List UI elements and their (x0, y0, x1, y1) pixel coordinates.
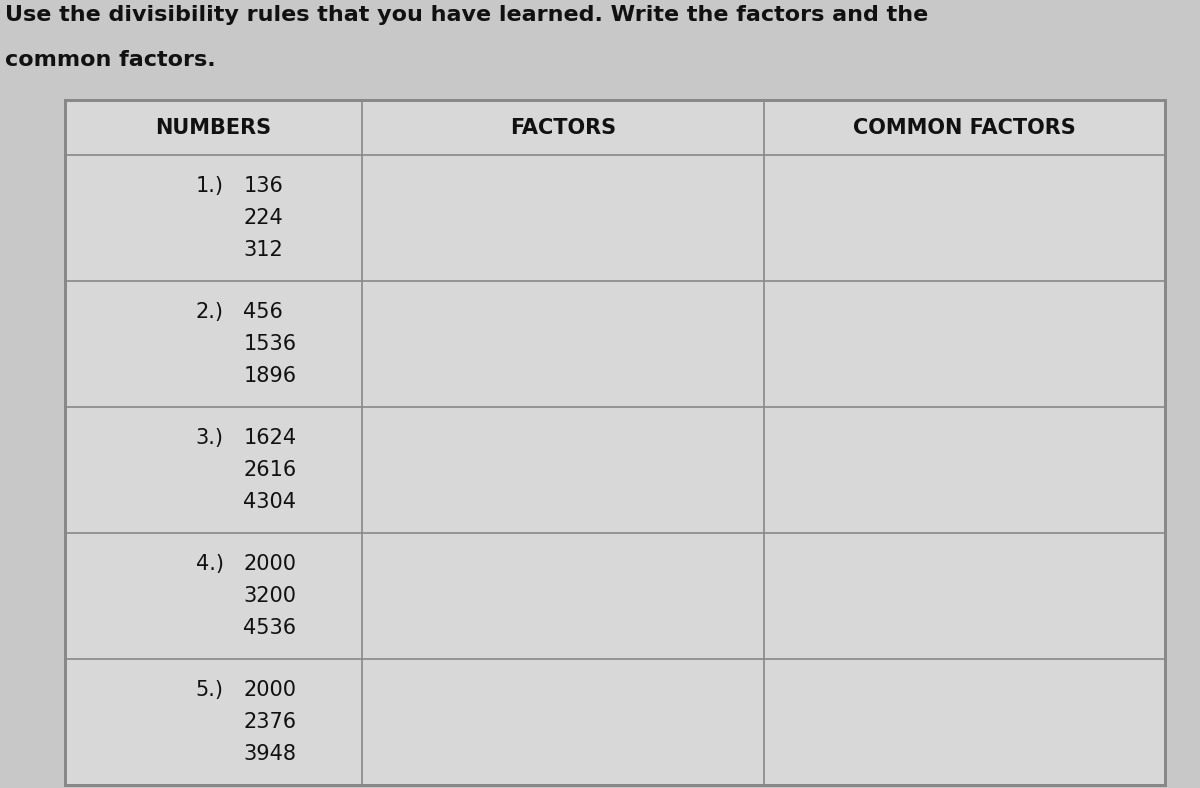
Text: 4.): 4.) (196, 554, 223, 574)
Text: 4304: 4304 (244, 492, 296, 512)
Text: 2000: 2000 (244, 680, 296, 700)
Text: 4536: 4536 (244, 618, 296, 638)
Bar (362, 100, 763, 155)
Text: 2000: 2000 (244, 554, 296, 574)
Text: Use the divisibility rules that you have learned. Write the factors and the: Use the divisibility rules that you have… (5, 5, 929, 25)
Text: 224: 224 (244, 208, 283, 228)
Text: 3.): 3.) (196, 428, 223, 448)
Text: 1.): 1.) (196, 176, 223, 196)
Text: COMMON FACTORS: COMMON FACTORS (853, 117, 1075, 137)
Text: 1624: 1624 (244, 428, 296, 448)
Text: 2376: 2376 (244, 712, 296, 732)
Bar (763, 100, 1165, 155)
Text: 456: 456 (244, 302, 283, 322)
Text: common factors.: common factors. (5, 50, 216, 70)
Text: 1896: 1896 (244, 366, 296, 386)
Text: 3948: 3948 (244, 744, 296, 764)
Text: 1536: 1536 (244, 334, 296, 354)
Text: NUMBERS: NUMBERS (156, 117, 271, 137)
Text: 136: 136 (244, 176, 283, 196)
Text: 5.): 5.) (196, 680, 223, 700)
Text: 2.): 2.) (196, 302, 223, 322)
Text: 2616: 2616 (244, 460, 296, 480)
Text: FACTORS: FACTORS (510, 117, 616, 137)
Bar (65, 100, 362, 155)
Text: 312: 312 (244, 240, 283, 260)
Text: 3200: 3200 (244, 586, 296, 606)
